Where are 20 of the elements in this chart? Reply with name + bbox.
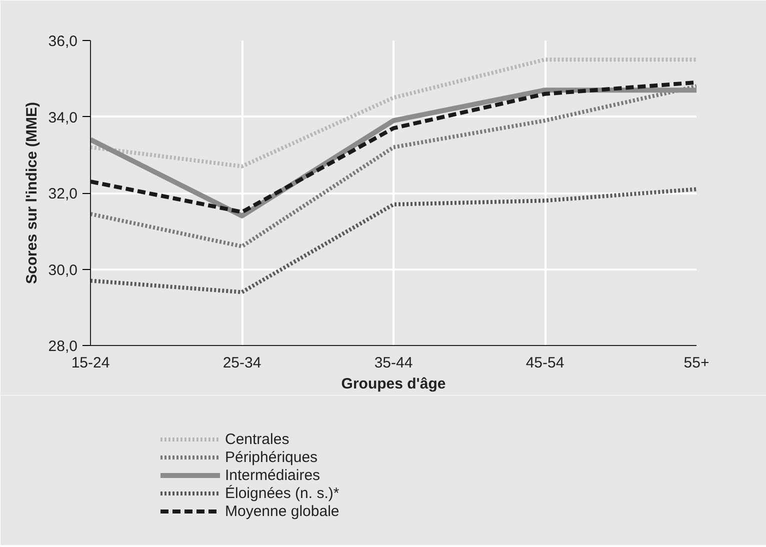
y-tick-label: 30,0 — [48, 262, 78, 279]
x-tick-label: 25-34 — [222, 354, 262, 372]
legend-label: Centrales — [225, 430, 290, 448]
y-tick-label: 32,0 — [48, 186, 78, 202]
line-series — [90, 58, 696, 168]
x-tick-label: 15-24 — [71, 354, 110, 372]
y-tick-label: 28,0 — [48, 338, 78, 355]
legend-label: Moyenne globale — [225, 502, 340, 520]
legend-label: Éloignées (n. s.)* — [225, 484, 340, 502]
y-tick-label: 34,0 — [48, 109, 78, 126]
legend-label: Périphériques — [225, 448, 318, 466]
x-tick-label: 35-44 — [374, 354, 413, 372]
line-series — [90, 84, 696, 248]
y-tick-label: 36,0 — [48, 33, 78, 50]
x-tick-label: 55+ — [684, 354, 710, 372]
y-axis-title: Scores sur l'indice (MME) — [23, 102, 40, 284]
legend-label: Intermédiaires — [225, 466, 320, 484]
line-series — [90, 187, 696, 294]
x-tick-label: 45-54 — [526, 354, 564, 372]
x-axis-title: Groupes d'âge — [341, 376, 446, 392]
